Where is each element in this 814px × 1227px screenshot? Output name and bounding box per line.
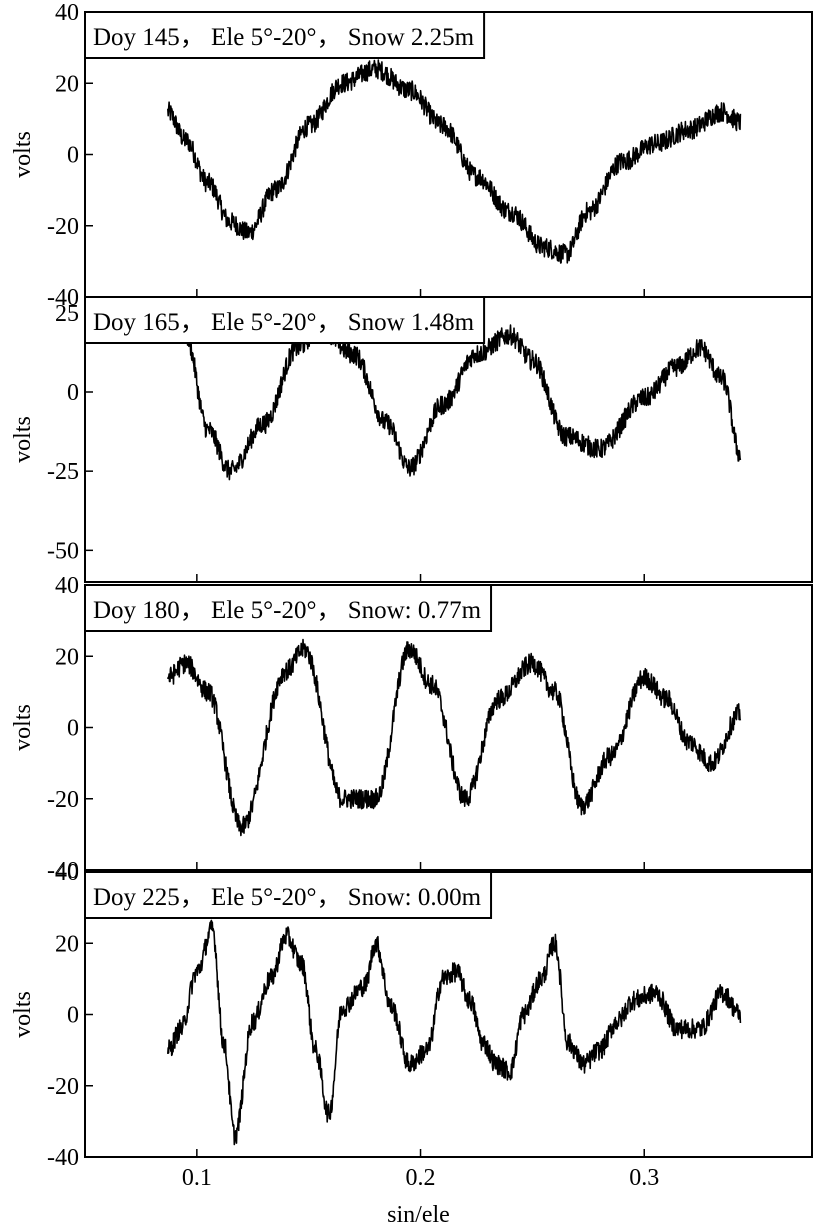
panel-title: Doy 225， Ele 5°-20°， Snow: 0.00m xyxy=(93,884,482,911)
signal-line xyxy=(167,919,742,1146)
y-axis-label: volts xyxy=(10,416,36,463)
y-tick-label: 40 xyxy=(55,573,79,599)
y-axis-label: volts xyxy=(10,991,36,1038)
panel-title-box: Doy 145， Ele 5°-20°， Snow 2.25m xyxy=(84,11,486,59)
subplot-2: -50 -25 0 25 volts Doy 165， Ele 5°-20°， Snow … xyxy=(10,296,813,583)
subplot-4: -40 -20 0 20 40 0.1 0.2 0.3 volts Doy 225， Ele 5°… xyxy=(10,860,813,1191)
y-tick-label: -20 xyxy=(47,1074,79,1100)
x-axis-label: sin/ele xyxy=(387,1202,450,1227)
y-tick-label: 25 xyxy=(55,301,79,327)
title-box-frame xyxy=(84,871,493,919)
y-tick-label: 20 xyxy=(55,644,79,670)
y-axis-label: volts xyxy=(10,704,36,751)
panel-title: Doy 145， Ele 5°-20°， Snow 2.25m xyxy=(93,24,475,51)
y-tick-label: -40 xyxy=(47,1145,79,1171)
y-tick-label: 0 xyxy=(67,716,79,742)
title-box-frame xyxy=(84,296,486,344)
y-tick-label: 40 xyxy=(55,860,79,886)
y-tick-label: -50 xyxy=(47,538,79,564)
panel-title-box: Doy 225， Ele 5°-20°， Snow: 0.00m xyxy=(84,871,493,919)
x-tick-label: 0.1 xyxy=(182,1165,212,1191)
y-tick-label: 20 xyxy=(55,931,79,957)
y-tick-label: 20 xyxy=(55,71,79,97)
y-tick-label: -20 xyxy=(47,787,79,813)
panel-title-box: Doy 180， Ele 5°-20°， Snow: 0.77m xyxy=(84,584,493,632)
panel-title-box: Doy 165， Ele 5°-20°， Snow 1.48m xyxy=(84,296,486,344)
y-tick-label: 0 xyxy=(67,143,79,169)
title-box-frame xyxy=(84,584,493,632)
title-box-frame xyxy=(84,11,486,59)
signal-line xyxy=(167,59,742,264)
y-tick-label: 0 xyxy=(67,380,79,406)
x-tick-label: 0.3 xyxy=(629,1165,659,1191)
y-tick-label: -40 xyxy=(47,285,79,311)
subplot-1: -40 -20 0 20 40 volts Doy 145， Ele 5°-20°， Sno… xyxy=(10,0,813,311)
y-tick-label: 40 xyxy=(55,0,79,26)
panel-title: Doy 165， Ele 5°-20°， Snow 1.48m xyxy=(93,309,475,336)
subplot-3: -40 -20 0 20 40 volts Doy 180， Ele 5°-20°， Sno… xyxy=(10,573,813,884)
y-tick-label: -25 xyxy=(47,459,79,485)
signal-line xyxy=(167,296,742,481)
y-tick-label: -20 xyxy=(47,214,79,240)
signal-line xyxy=(167,638,742,837)
y-tick-label: -40 xyxy=(47,858,79,884)
panel-title: Doy 180， Ele 5°-20°， Snow: 0.77m xyxy=(93,597,482,624)
x-tick-label: 0.2 xyxy=(406,1165,436,1191)
y-axis-label: volts xyxy=(10,131,36,178)
y-tick-label: 0 xyxy=(67,1003,79,1029)
